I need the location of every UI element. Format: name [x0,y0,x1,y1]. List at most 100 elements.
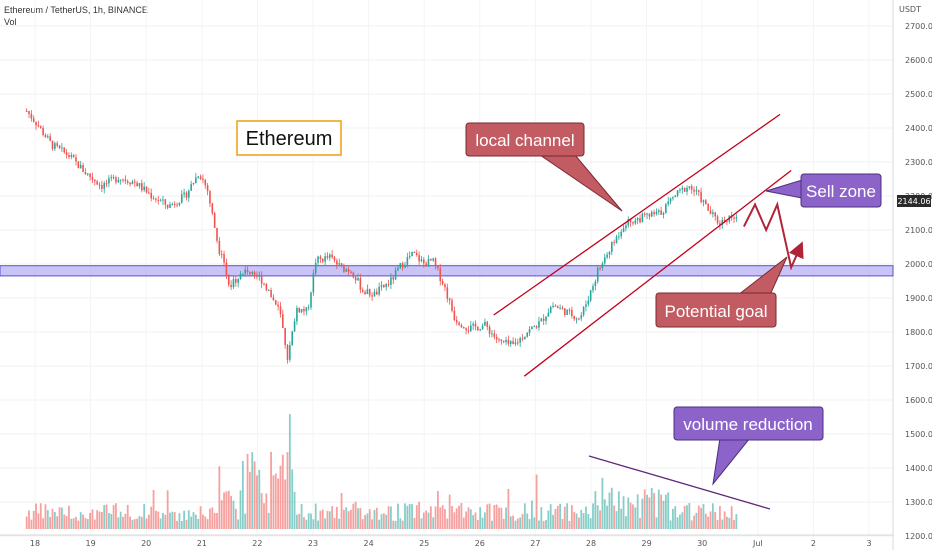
volume-bar [343,509,345,529]
candle-body [145,186,148,193]
candle-body [103,183,106,189]
volume-reduction-callout[interactable]: volume reduction [673,406,824,486]
candle-body [423,259,425,264]
volume-bar [523,503,526,529]
candle-body [399,263,402,268]
candle-body [611,242,613,252]
candle-body [183,192,185,195]
y-tick-label: 1300.00 [905,498,932,507]
ethereum-title-text: Ethereum [246,128,333,150]
volume-bar [632,504,634,529]
candle-body [136,182,138,187]
candle-body [244,269,247,274]
candle-body [329,254,331,258]
volume-bar [75,516,77,529]
candle-body [498,339,500,341]
y-axis[interactable]: 2700.002600.002500.002400.002300.002200.… [905,22,932,541]
candle-body [42,128,44,135]
volume-trend-line[interactable] [588,455,771,510]
candle-body [357,278,359,281]
channel-lower-line[interactable] [523,169,792,377]
support-zone[interactable] [0,265,894,277]
volume-bar [707,516,710,529]
volume-bar [735,514,738,529]
projected-path-arrow[interactable] [743,201,804,271]
y-tick-label: 1800.00 [905,328,932,337]
x-axis[interactable]: 18 19 20 21 22 23 24 25 26 27 28 29 30 Jul 2 3 [30,539,872,548]
candle-body [690,186,693,190]
volume-bar [122,516,124,529]
candle-body [564,308,566,315]
volume-bar [164,514,167,529]
volume-bar [462,517,465,529]
candle-body [415,252,418,256]
volume-bar [721,519,724,529]
candle-body [58,145,61,148]
volume-bar [143,503,146,529]
candle-body [425,263,427,267]
candle-body [679,189,681,191]
volume-bar [157,511,160,529]
ethereum-title-box[interactable]: Ethereum [236,120,342,156]
candle-body [39,126,42,129]
candle-body [437,265,439,269]
volume-bar [493,505,496,529]
candle-body [230,284,232,288]
volume-bar [288,414,291,529]
candle-body [578,318,580,320]
candle-body [646,213,648,215]
volume-bar [650,487,653,529]
channel-upper-line[interactable] [493,113,781,316]
candle-body [592,285,594,291]
volume-bar [575,513,578,529]
candle-body [465,328,467,331]
candle-body [265,283,268,291]
candle-body [697,190,700,192]
volume-indicator-label[interactable]: Vol [4,17,17,27]
candle-body [521,338,524,340]
candle-body [472,323,474,326]
volume-bar [399,518,402,529]
candle-body [159,200,162,202]
local-channel-callout[interactable]: local channel [465,122,623,212]
candle-body [700,191,702,202]
candle-body [561,307,564,309]
volume-bar [317,520,319,529]
candle-body [406,257,409,265]
candle-body [331,254,333,258]
symbol-header[interactable]: Ethereum / TetherUS, 1h, BINANCE [4,5,148,15]
potential-goal-callout[interactable]: Potential goal [655,256,788,328]
volume-bar [476,520,479,529]
candle-body [237,279,239,283]
candle-body [712,212,714,214]
volume-bar [32,510,35,529]
volume-bar [382,513,385,529]
y-tick-label: 1600.00 [905,396,932,405]
candle-body [662,213,665,215]
candle-body [723,219,726,222]
volume-bar [51,508,54,529]
candle-body [70,155,73,157]
volume-bar [364,515,366,529]
candle-body [47,136,49,138]
sell-zone-callout[interactable]: Sell zone [765,173,882,208]
volume-bar [251,452,254,529]
candle-body [296,307,298,322]
candle-body [54,143,56,149]
volume-bar [307,513,310,529]
volume-bar [187,510,190,529]
x-tick-label: 18 [30,539,40,548]
volume-bar [387,506,390,529]
volume-bar [185,519,188,529]
candle-body [481,325,484,330]
candle-body [486,321,489,327]
candle-body [152,198,155,200]
volume-bar [77,520,80,529]
volume-bar [232,500,235,529]
candle-body [72,155,75,158]
volume-bar [662,500,665,529]
candle-body [582,306,585,316]
volume-bar [636,494,639,529]
candle-body [115,177,117,183]
